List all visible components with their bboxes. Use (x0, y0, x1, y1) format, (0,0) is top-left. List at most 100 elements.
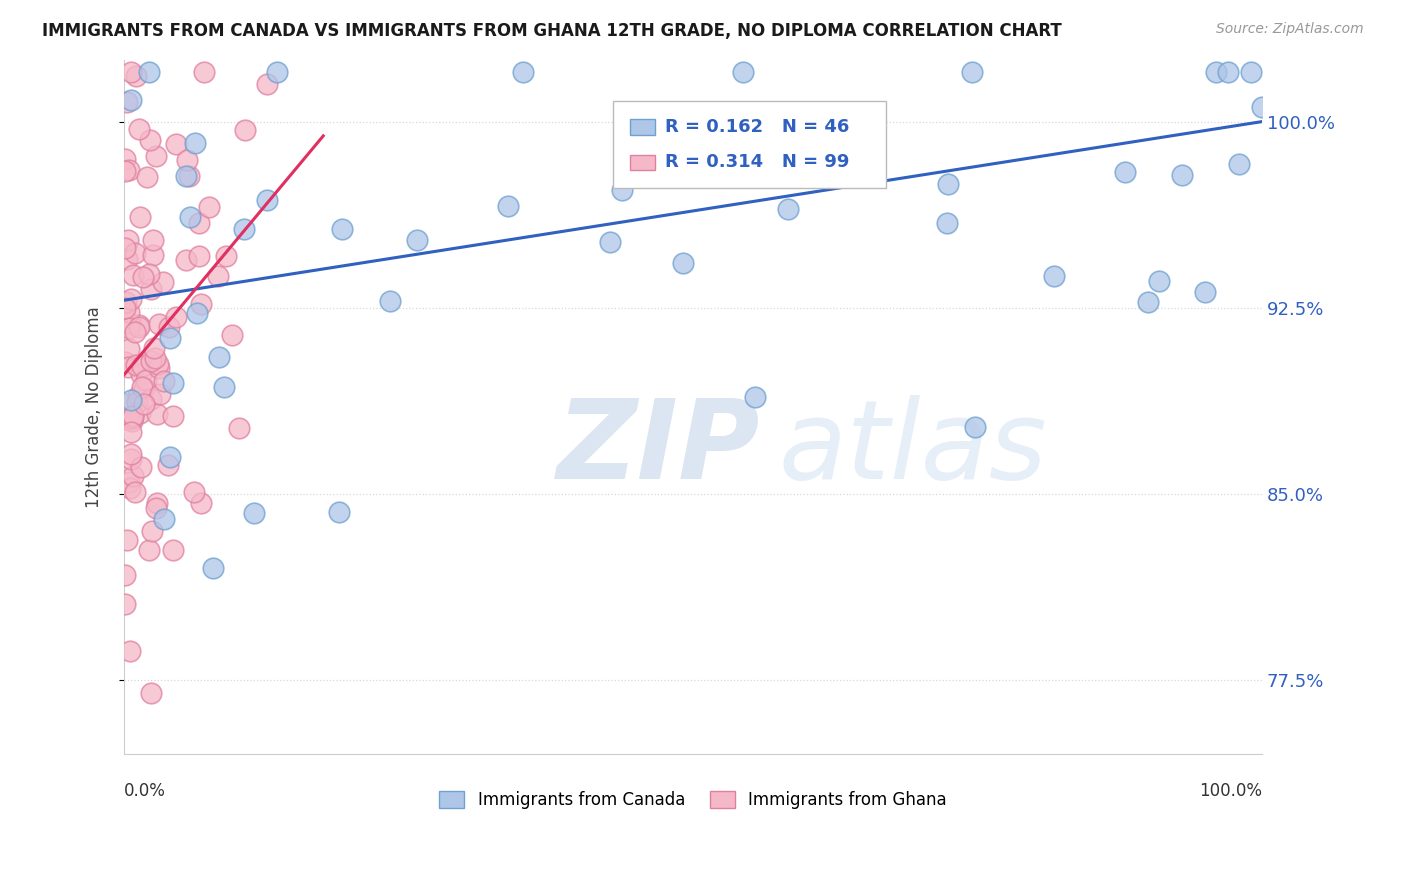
Point (120, 393, 142, 408)
Bar (630, 154, 655, 169)
Point (162, 409, 184, 424)
Point (744, 390, 766, 404)
Point (145, 148, 167, 162)
Point (138, 132, 160, 146)
Point (122, 409, 145, 423)
Point (118, 475, 141, 490)
Point (124, 245, 146, 260)
Point (122, 268, 145, 282)
Point (131, 380, 153, 394)
Point (141, 524, 163, 538)
Point (186, 306, 208, 320)
Point (134, 381, 156, 395)
Point (129, 460, 152, 475)
Point (179, 169, 201, 183)
Point (162, 376, 184, 390)
Point (145, 501, 167, 516)
Point (1194, 285, 1216, 299)
Point (174, 169, 197, 183)
Point (197, 200, 219, 214)
Point (122, 468, 145, 483)
Point (330, 222, 353, 236)
Point (202, 561, 225, 575)
Point (243, 506, 266, 520)
Text: Source: ZipAtlas.com: Source: ZipAtlas.com (1216, 22, 1364, 37)
Point (115, 533, 138, 548)
Point (114, 153, 136, 167)
Point (962, 65, 984, 79)
Text: atlas: atlas (779, 395, 1047, 502)
Point (120, 317, 142, 331)
Point (120, 425, 142, 439)
Point (118, 162, 141, 177)
Point (146, 407, 169, 421)
Point (128, 406, 150, 420)
Point (328, 506, 350, 520)
Point (1114, 165, 1136, 179)
Point (117, 321, 139, 335)
Point (121, 409, 143, 423)
Point (114, 301, 136, 316)
Point (148, 361, 170, 376)
Point (207, 268, 229, 283)
Point (143, 341, 166, 355)
Point (120, 452, 142, 467)
Point (174, 252, 197, 267)
Point (190, 496, 212, 510)
Point (120, 65, 142, 79)
Point (190, 297, 212, 311)
Point (129, 367, 152, 381)
Point (938, 178, 960, 192)
Point (127, 395, 149, 409)
Point (1205, 65, 1227, 79)
Point (778, 202, 800, 216)
Point (142, 248, 165, 262)
Point (120, 93, 142, 107)
Point (188, 216, 211, 230)
Point (1043, 268, 1066, 283)
Point (143, 351, 166, 366)
Point (731, 65, 754, 79)
Point (1216, 65, 1239, 79)
Point (117, 359, 139, 374)
Point (965, 419, 987, 434)
Point (121, 411, 143, 425)
Point (125, 358, 148, 372)
FancyBboxPatch shape (613, 102, 886, 188)
Text: 100.0%: 100.0% (1199, 782, 1263, 800)
Point (120, 447, 142, 461)
Point (118, 342, 141, 356)
Point (184, 136, 207, 150)
Point (935, 216, 957, 230)
Point (672, 256, 695, 270)
Point (114, 355, 136, 369)
Y-axis label: 12th Grade, No Diploma: 12th Grade, No Diploma (86, 306, 103, 508)
Point (406, 233, 429, 247)
Point (1149, 274, 1171, 288)
Point (141, 686, 163, 700)
Point (165, 310, 187, 325)
Point (1251, 100, 1274, 114)
Point (142, 233, 165, 247)
Point (118, 305, 141, 319)
Point (228, 421, 250, 435)
Point (146, 357, 169, 371)
Point (221, 328, 243, 343)
Point (378, 293, 401, 308)
Text: 0.0%: 0.0% (124, 782, 166, 800)
Point (114, 242, 136, 256)
Point (128, 318, 150, 332)
Point (149, 386, 172, 401)
Point (120, 293, 142, 307)
Point (115, 295, 138, 310)
Point (124, 484, 146, 499)
Point (1227, 157, 1250, 171)
Point (131, 359, 153, 373)
Point (256, 77, 278, 91)
Point (135, 373, 157, 387)
Point (138, 65, 160, 79)
Point (512, 65, 534, 79)
Point (145, 496, 167, 510)
Point (1137, 295, 1160, 310)
Text: R = 0.314   N = 99: R = 0.314 N = 99 (665, 153, 849, 171)
